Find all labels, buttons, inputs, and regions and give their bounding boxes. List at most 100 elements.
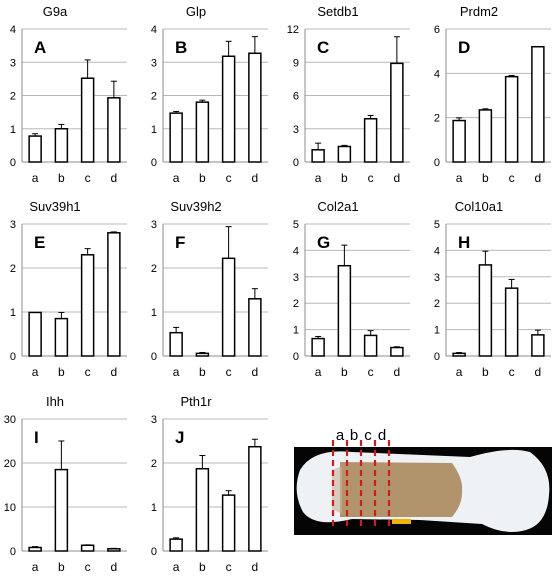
- chart-title: Suv39h2: [170, 199, 221, 214]
- y-tick-label: 2: [434, 113, 440, 125]
- bar-d: [390, 62, 404, 163]
- y-tick-label: 5: [293, 219, 299, 231]
- y-tick-label: 0: [434, 157, 440, 169]
- x-tick-label: a: [173, 560, 180, 574]
- bar-b: [195, 101, 210, 163]
- y-tick-label: 6: [293, 91, 299, 103]
- y-tick-label: 1: [151, 502, 157, 514]
- y-tick-label: 3: [151, 57, 157, 69]
- chart-panel-suv39h1: 0 1 2 3 a b c d Suv39h1 E: [10, 199, 127, 379]
- chart-panel-col2a1: 0 1 2 3 4 5 a b c d Col2a1 G: [293, 199, 410, 379]
- x-tick-label: a: [315, 365, 322, 379]
- bone-shaft: [340, 462, 463, 517]
- bar-a: [169, 331, 183, 357]
- x-tick-label: a: [32, 171, 39, 185]
- panel-letter: I: [34, 428, 39, 447]
- chart-title: G9a: [43, 4, 68, 19]
- x-tick-label: d: [535, 171, 542, 185]
- x-tick-label: a: [315, 171, 322, 185]
- y-tick-label: 1: [434, 325, 440, 337]
- bar-d: [107, 97, 121, 163]
- y-tick-label: 3: [151, 414, 157, 426]
- bar-b: [195, 352, 210, 357]
- bar-c: [80, 77, 95, 163]
- zone-label-b: b: [350, 427, 358, 444]
- y-tick-label: 0: [10, 546, 16, 558]
- y-tick-label: 2: [151, 263, 157, 275]
- y-tick-label: 20: [4, 458, 16, 470]
- bar-d: [248, 445, 262, 552]
- panel-letter: J: [175, 428, 184, 447]
- x-tick-label: d: [111, 365, 118, 379]
- y-tick-label: 2: [10, 91, 16, 103]
- x-tick-label: c: [226, 560, 232, 574]
- chart-panel-pth1r: 0 1 2 3 a b c d Pth1r J: [151, 394, 268, 574]
- y-tick-label: 3: [293, 272, 299, 284]
- panel-letter: G: [317, 233, 330, 252]
- panel-letter: D: [458, 38, 470, 57]
- chart-title: Col10a1: [455, 199, 503, 214]
- x-tick-label: c: [226, 171, 232, 185]
- y-tick-label: 2: [293, 298, 299, 310]
- y-tick-label: 0: [151, 546, 157, 558]
- x-tick-label: b: [482, 365, 489, 379]
- bar-d: [531, 45, 545, 163]
- x-tick-label: c: [85, 560, 91, 574]
- chart-panel-col10a1: 0 1 2 3 4 5 a b c d Col10a1 H: [434, 199, 551, 379]
- bar-b: [478, 109, 493, 163]
- x-tick-label: a: [456, 365, 463, 379]
- bar-a: [28, 135, 42, 163]
- bar-a: [311, 337, 325, 357]
- bar-b: [54, 128, 69, 163]
- bar-c: [80, 254, 95, 357]
- bar-d: [107, 548, 121, 552]
- bar-d: [390, 346, 404, 357]
- y-tick-label: 1: [10, 124, 16, 136]
- chart-title: Setdb1: [317, 4, 358, 19]
- x-tick-label: c: [509, 171, 515, 185]
- x-tick-label: d: [535, 365, 542, 379]
- x-tick-label: a: [456, 171, 463, 185]
- bar-a: [452, 119, 466, 163]
- y-tick-label: 12: [287, 24, 299, 36]
- panel-letter: F: [175, 233, 185, 252]
- chart-panel-setdb1: 0 3 6 9 12 a b c d Setdb1 C: [287, 4, 410, 185]
- scale-bar: [392, 519, 411, 524]
- x-tick-label: c: [509, 365, 515, 379]
- y-tick-label: 0: [10, 157, 16, 169]
- x-tick-label: d: [252, 171, 259, 185]
- chart-title: Pth1r: [180, 394, 212, 409]
- bar-c: [504, 287, 519, 357]
- y-tick-label: 3: [434, 272, 440, 284]
- x-tick-label: b: [58, 171, 65, 185]
- chart-title: Col2a1: [317, 199, 358, 214]
- bar-c: [221, 494, 236, 552]
- chart-panel-prdm2: 0 2 4 6 a b c d Prdm2 D: [434, 4, 551, 185]
- bar-b: [337, 264, 352, 357]
- y-tick-label: 5: [434, 219, 440, 231]
- panel-letter: A: [34, 38, 46, 57]
- chart-title: Glp: [186, 4, 206, 19]
- y-tick-label: 2: [151, 91, 157, 103]
- bar-c: [221, 55, 236, 163]
- y-tick-label: 4: [434, 245, 440, 257]
- x-tick-label: a: [32, 365, 39, 379]
- y-tick-label: 4: [10, 24, 16, 36]
- bar-c: [221, 257, 236, 357]
- x-tick-label: b: [58, 560, 65, 574]
- y-tick-label: 1: [293, 325, 299, 337]
- bar-d: [107, 232, 121, 357]
- x-tick-label: b: [341, 171, 348, 185]
- y-tick-label: 4: [151, 24, 157, 36]
- bar-b: [337, 145, 352, 163]
- y-tick-label: 0: [293, 157, 299, 169]
- x-tick-label: d: [394, 365, 401, 379]
- panel-letter: B: [175, 38, 187, 57]
- bar-d: [531, 334, 545, 357]
- zone-label-c: c: [364, 427, 372, 444]
- x-tick-label: d: [252, 560, 259, 574]
- bar-c: [363, 334, 378, 357]
